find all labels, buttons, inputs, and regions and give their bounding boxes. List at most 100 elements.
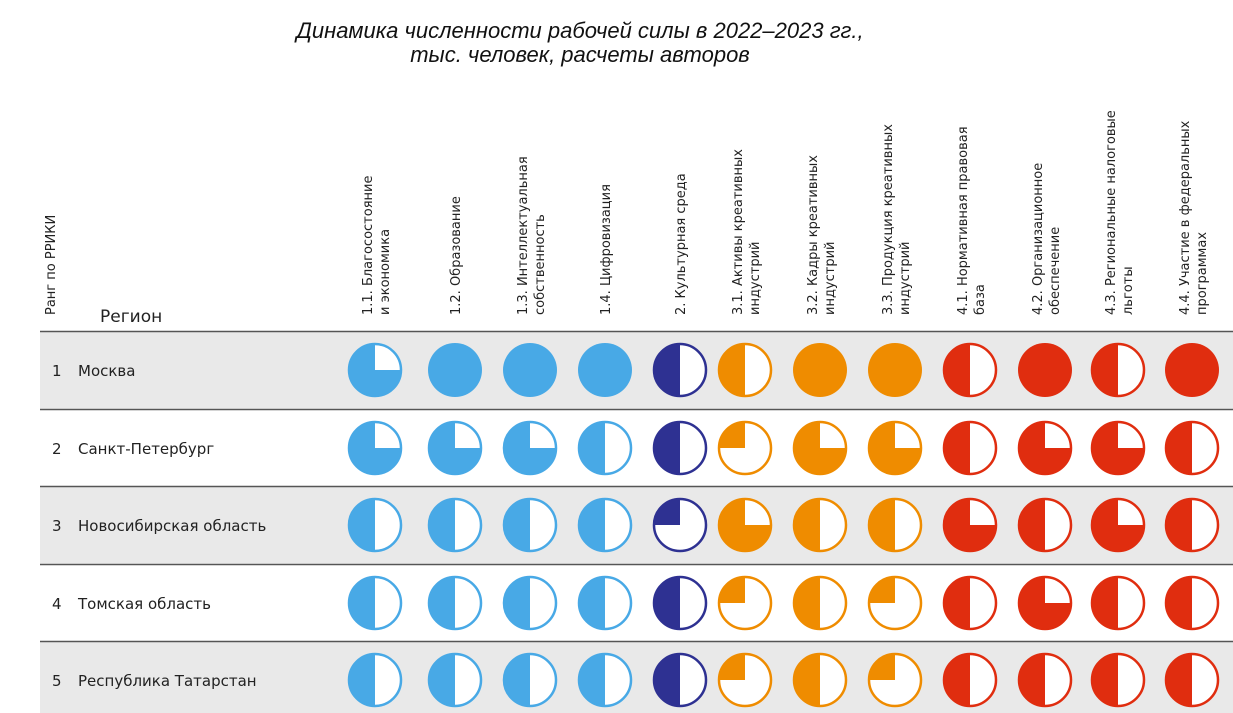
harvey-ball xyxy=(503,343,557,397)
harvey-part xyxy=(1019,577,1071,629)
harvey-ball xyxy=(942,497,998,553)
harvey-ball xyxy=(577,575,633,631)
harvey-part xyxy=(1019,499,1045,551)
harvey-part xyxy=(579,577,605,629)
region: Томская область xyxy=(77,595,211,613)
rank: 2 xyxy=(52,440,62,458)
harvey-ball xyxy=(793,343,847,397)
harvey-part xyxy=(793,343,847,397)
harvey-part xyxy=(579,499,605,551)
harvey-ball xyxy=(1017,575,1073,631)
column-header: индустрий xyxy=(748,242,763,316)
harvey-ball xyxy=(792,497,848,553)
column-header: 1.4. Цифровизация xyxy=(599,184,614,315)
column-header: 4.2. Организационное xyxy=(1031,163,1046,315)
harvey-ball xyxy=(717,420,773,476)
column-header: и экономика xyxy=(378,229,393,315)
harvey-ball xyxy=(502,420,558,476)
harvey-ball xyxy=(577,652,633,708)
harvey-ball xyxy=(1164,575,1220,631)
harvey-ball xyxy=(1017,420,1073,476)
harvey-part xyxy=(429,577,455,629)
region: Москва xyxy=(78,362,135,380)
harvey-ball xyxy=(652,420,708,476)
harvey-ball xyxy=(427,652,483,708)
column-header: индустрий xyxy=(898,242,913,316)
harvey-part xyxy=(1019,654,1045,706)
harvey-part xyxy=(654,422,680,474)
harvey-ball xyxy=(867,575,923,631)
harvey-ball xyxy=(1164,652,1220,708)
harvey-part xyxy=(504,654,530,706)
harvey-ball xyxy=(347,342,403,398)
harvey-part xyxy=(719,422,745,448)
rank: 5 xyxy=(52,672,62,690)
column-header: 3.3. Продукция креативных xyxy=(881,124,896,315)
harvey-part xyxy=(794,654,820,706)
harvey-ball xyxy=(577,497,633,553)
harvey-part xyxy=(869,654,895,680)
harvey-ball xyxy=(942,652,998,708)
harvey-part xyxy=(654,499,680,525)
harvey-ball xyxy=(1090,420,1146,476)
harvey-part xyxy=(504,577,530,629)
harvey-ball xyxy=(652,342,708,398)
harvey-part xyxy=(349,422,401,474)
region: Республика Татарстан xyxy=(78,672,257,690)
harvey-part xyxy=(719,577,745,603)
harvey-ball xyxy=(1090,652,1146,708)
harvey-ball xyxy=(717,575,773,631)
rank: 1 xyxy=(52,362,62,380)
harvey-part xyxy=(429,654,455,706)
harvey-ball xyxy=(652,652,708,708)
harvey-part xyxy=(1166,654,1192,706)
harvey-ball xyxy=(428,343,482,397)
harvey-ball xyxy=(577,420,633,476)
harvey-ball xyxy=(1090,342,1146,398)
harvey-part xyxy=(349,344,401,396)
harvey-part xyxy=(349,654,375,706)
harvey-ball xyxy=(502,575,558,631)
harvey-part xyxy=(1019,422,1071,474)
harvey-ball xyxy=(652,575,708,631)
harvey-part xyxy=(1166,499,1192,551)
harvey-part xyxy=(944,422,970,474)
harvey-ball xyxy=(347,420,403,476)
harvey-ball xyxy=(942,575,998,631)
harvey-ball xyxy=(652,497,708,553)
harvey-part xyxy=(349,499,375,551)
column-header: льготы xyxy=(1121,266,1136,315)
harvey-part xyxy=(868,343,922,397)
harvey-ball xyxy=(792,420,848,476)
title-line: тыс. человек, расчеты авторов xyxy=(410,42,750,67)
column-header: 1.1. Благосостояние xyxy=(361,176,376,315)
region: Новосибирская область xyxy=(78,517,266,535)
column-header: собственность xyxy=(533,214,548,315)
column-header: индустрий xyxy=(823,242,838,316)
harvey-ball xyxy=(717,342,773,398)
region-header: Регион xyxy=(100,307,162,327)
harvey-part xyxy=(719,654,745,680)
rank: 3 xyxy=(52,517,62,535)
harvey-ball xyxy=(867,420,923,476)
region: Санкт-Петербург xyxy=(78,440,214,458)
harvey-ball xyxy=(1165,343,1219,397)
harvey-ball xyxy=(347,575,403,631)
harvey-part xyxy=(579,422,605,474)
harvey-part xyxy=(719,499,771,551)
harvey-part xyxy=(869,499,895,551)
column-header: обеспечение xyxy=(1048,227,1063,315)
title-line: Динамика численности рабочей силы в 2022… xyxy=(293,18,863,43)
harvey-part xyxy=(944,654,970,706)
harvey-ball xyxy=(427,575,483,631)
harvey-ball xyxy=(347,652,403,708)
harvey-part xyxy=(869,577,895,603)
column-header: 2. Культурная среда xyxy=(674,173,689,315)
column-header: 4.1. Нормативная правовая xyxy=(956,126,971,315)
harvey-part xyxy=(428,343,482,397)
harvey-part xyxy=(794,577,820,629)
harvey-part xyxy=(654,344,680,396)
harvey-ball xyxy=(1090,497,1146,553)
harvey-ball xyxy=(427,497,483,553)
harvey-ball xyxy=(502,497,558,553)
